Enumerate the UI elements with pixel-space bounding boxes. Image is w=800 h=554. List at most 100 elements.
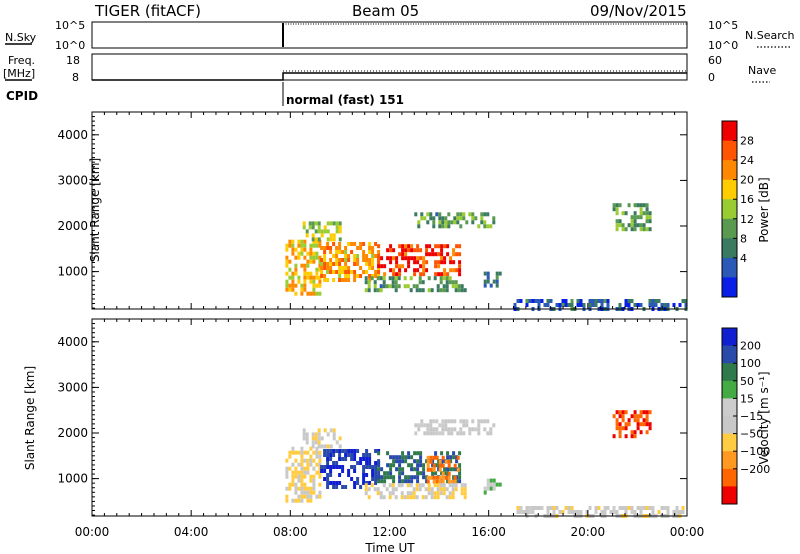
velocity-data-cell	[309, 498, 313, 503]
velocity-data-cell	[374, 469, 378, 473]
velocity-data-cell	[636, 414, 640, 419]
power-data-cell	[404, 256, 408, 261]
velocity-data-cell	[377, 475, 381, 480]
velocity-data-cell	[645, 422, 649, 427]
power-data-cell	[630, 219, 634, 224]
power-data-cell	[392, 248, 396, 253]
velocity-data-cell	[444, 419, 448, 424]
velocity-data-cell	[374, 481, 378, 485]
power-data-cell	[447, 224, 451, 229]
power-data-cell	[335, 221, 339, 226]
power-data-cell	[338, 250, 342, 254]
velocity-data-cell	[306, 462, 310, 467]
velocity-data-cell	[434, 471, 438, 476]
power-data-cell	[312, 239, 316, 244]
velocity-data-cell	[424, 487, 428, 492]
power-data-cell	[401, 264, 405, 269]
velocity-data-cell	[534, 506, 538, 510]
velocity-data-cell	[433, 495, 437, 500]
velocity-data-cell	[338, 465, 342, 469]
power-data-cell	[442, 284, 446, 289]
power-data-cell	[468, 212, 472, 217]
power-data-cell	[460, 284, 464, 289]
velocity-data-cell	[341, 449, 345, 453]
velocity-data-cell	[666, 506, 670, 510]
power-data-cell	[630, 227, 634, 232]
power-data-cell	[413, 268, 417, 273]
power-data-cell	[456, 216, 460, 221]
power-data-cell	[379, 288, 383, 293]
velocity-data-cell	[407, 479, 411, 484]
power-colorbar-frame	[721, 120, 738, 298]
power-data-cell	[376, 276, 380, 281]
power-data-cell	[410, 248, 414, 253]
power-data-cell	[338, 266, 342, 270]
power-data-cell	[438, 224, 442, 229]
velocity-data-cell	[406, 495, 410, 500]
power-data-cell	[320, 246, 324, 250]
power-data-cell	[454, 284, 458, 289]
power-data-cell	[365, 254, 369, 258]
power-data-cell	[329, 250, 333, 254]
velocity-data-cell	[291, 470, 295, 475]
velocity-data-cell	[678, 510, 682, 514]
power-data-cell	[615, 219, 619, 224]
velocity-data-cell	[519, 510, 523, 514]
power-data-cell	[382, 276, 386, 281]
power-data-cell	[606, 299, 610, 303]
velocity-data-cell	[426, 427, 430, 432]
velocity-data-cell	[416, 471, 420, 476]
velocity-data-cell	[335, 485, 339, 489]
velocity-data-cell	[609, 510, 613, 514]
power-data-cell	[540, 299, 544, 303]
power-data-cell	[391, 280, 395, 285]
velocity-data-cell	[300, 458, 304, 463]
power-data-cell	[394, 276, 398, 281]
velocity-data-cell	[306, 486, 310, 491]
velocity-data-cell	[453, 463, 457, 468]
power-data-cell	[344, 278, 348, 282]
power-data-cell	[309, 271, 313, 276]
power-data-cell	[335, 225, 339, 230]
power-data-cell	[624, 211, 628, 216]
power-data-cell	[459, 224, 463, 229]
velocity-data-cell	[392, 455, 396, 460]
velocity-data-cell	[639, 410, 643, 415]
velocity-data-cell	[356, 481, 360, 485]
velocity-data-cell	[300, 450, 304, 455]
velocity-data-cell	[303, 490, 307, 495]
velocity-data-cell	[329, 457, 333, 461]
freq-strip	[91, 53, 688, 81]
power-data-cell	[377, 274, 381, 278]
power-data-cell	[537, 303, 541, 307]
nave-tick-top: 60	[708, 54, 722, 67]
power-data-cell	[639, 227, 643, 232]
power-data-cell	[288, 243, 292, 248]
power-data-cell	[362, 270, 366, 274]
velocity-data-cell	[642, 418, 646, 423]
velocity-data-cell	[335, 465, 339, 469]
velocity-data-cell	[663, 506, 667, 510]
velocity-data-cell	[309, 490, 313, 495]
power-data-cell	[303, 275, 307, 280]
power-data-cell	[401, 252, 405, 257]
velocity-data-cell	[537, 506, 541, 510]
velocity-data-cell	[371, 465, 375, 469]
velocity-data-cell	[436, 483, 440, 488]
power-data-cell	[389, 256, 393, 261]
velocity-data-cell	[423, 423, 427, 428]
velocity-data-cell	[448, 483, 452, 488]
velocity-data-cell	[364, 483, 368, 488]
power-data-cell	[627, 303, 631, 307]
velocity-data-cell	[528, 506, 532, 510]
velocity-colorbar-tick-label: −100	[740, 445, 770, 458]
velocity-data-cell	[332, 453, 336, 457]
power-data-cell	[645, 211, 649, 216]
power-data-cell	[576, 299, 580, 303]
power-data-cell	[332, 221, 336, 226]
velocity-data-cell	[353, 465, 357, 469]
power-data-cell	[309, 255, 313, 260]
velocity-data-cell	[612, 510, 616, 514]
velocity-data-cell	[416, 463, 420, 468]
power-data-cell	[338, 229, 342, 234]
